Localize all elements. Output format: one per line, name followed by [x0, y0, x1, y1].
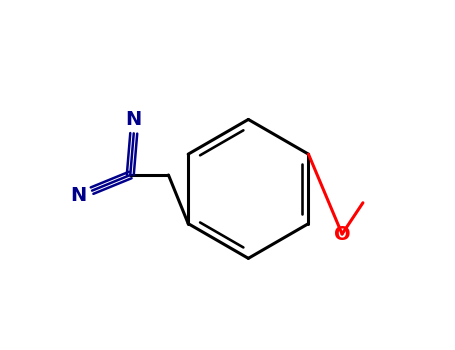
Text: O: O: [334, 225, 350, 244]
Text: N: N: [126, 110, 142, 129]
Text: N: N: [70, 186, 86, 205]
